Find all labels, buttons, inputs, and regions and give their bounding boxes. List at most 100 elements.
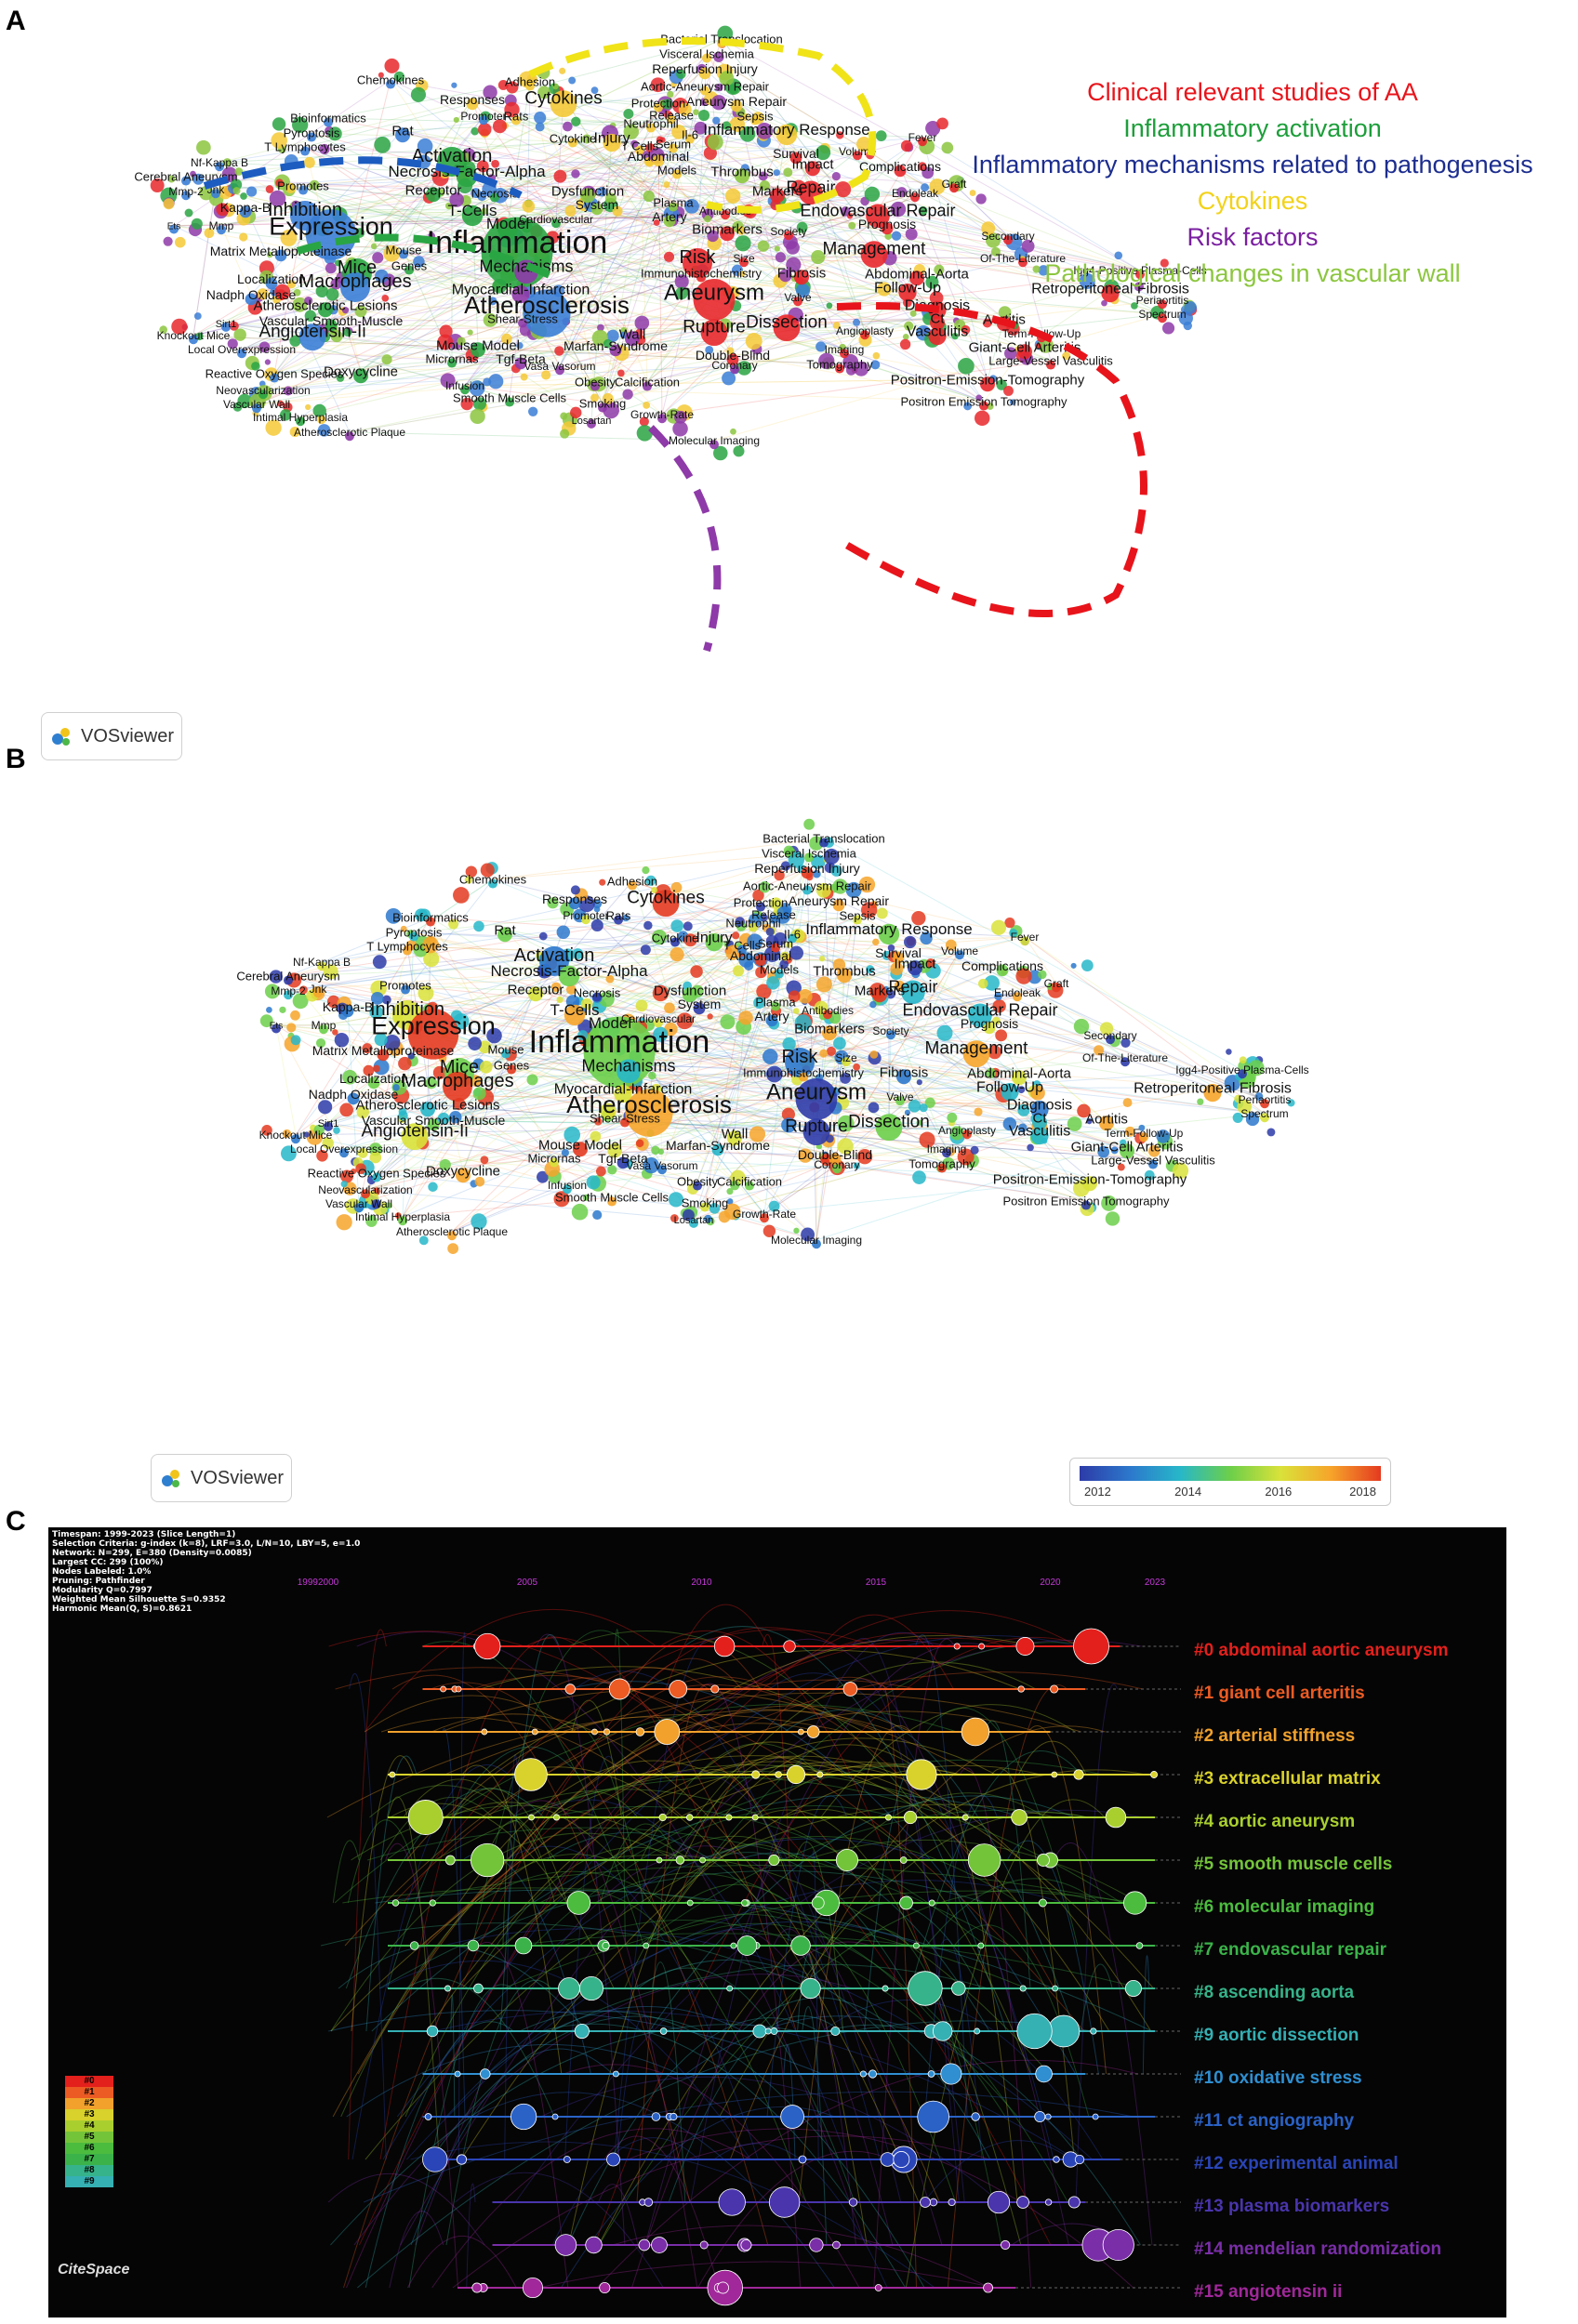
link: [262, 134, 691, 391]
keyword-label: Large-Vessel Vasculitis: [988, 354, 1113, 368]
keyword-node: [384, 1034, 401, 1051]
keyword-label: Graft: [942, 178, 967, 191]
keyword-node: [325, 287, 339, 301]
keyword-node: [471, 126, 479, 136]
keyword-node: [565, 984, 577, 995]
link: [773, 914, 961, 952]
keyword-label: Abdominal-Aorta: [967, 1065, 1071, 1081]
citation-arc: [596, 2059, 1138, 2289]
keyword-node: [653, 219, 660, 226]
citation-arc: [511, 1933, 1142, 1989]
keyword-node: [401, 984, 410, 995]
keyword-label: Fibrosis: [777, 265, 827, 281]
link: [922, 137, 1141, 271]
link: [432, 983, 1057, 1121]
cited-reference-node: [1019, 1985, 1027, 1992]
keyword-label: Abdominal-Aorta: [865, 266, 969, 282]
keyword-node: [778, 269, 792, 283]
cited-reference-node: [699, 2240, 709, 2250]
keyword-node: [765, 1014, 778, 1027]
keyword-label: Pyroptosis: [386, 926, 443, 940]
cited-reference-node: [809, 2238, 824, 2252]
link: [432, 922, 754, 1121]
link: [516, 68, 706, 243]
keyword-node: [369, 1005, 383, 1020]
cited-reference-node: [1123, 1891, 1147, 1915]
keyword-label: Mmp-2: [271, 984, 306, 997]
keyword-node: [599, 991, 615, 1008]
keyword-node: [234, 167, 244, 176]
info-line: Harmonic Mean(Q, S)=0.8621: [52, 1604, 192, 1614]
link: [360, 365, 561, 372]
keyword-label: Responses: [440, 92, 505, 107]
citation-arc: [365, 1755, 418, 2032]
keyword-node: [918, 162, 927, 171]
link: [241, 349, 453, 360]
citation-arc: [637, 1967, 855, 2203]
keyword-node: [898, 284, 917, 302]
legend-swatch: #9: [65, 2176, 113, 2187]
keyword-node: [984, 975, 1000, 991]
cited-reference-node: [842, 1682, 858, 1697]
citation-arc: [659, 1630, 960, 2075]
citation-arc: [659, 1845, 943, 2246]
keyword-label: Neovascularization: [318, 1183, 412, 1196]
keyword-node: [486, 1027, 502, 1044]
citation-arc: [450, 1802, 704, 1989]
keyword-node: [881, 222, 894, 235]
keyword-node: [789, 152, 802, 165]
cited-reference-node: [770, 2027, 778, 2035]
link: [665, 896, 1011, 1088]
keyword-node: [312, 403, 326, 418]
keyword-node: [383, 244, 401, 262]
keyword-label: Mouse Model: [538, 1137, 622, 1153]
keyword-label: Mouse: [487, 1043, 524, 1057]
keyword-node: [286, 279, 297, 289]
link: [700, 151, 858, 274]
keyword-node: [479, 115, 488, 125]
link: [432, 937, 676, 1026]
link: [628, 1064, 905, 1073]
link: [494, 134, 691, 194]
cluster-color-legend: #0 #1 #2 #3 #4 #5 #6 #7 #8 #9: [65, 2076, 113, 2187]
link: [836, 1164, 1087, 1202]
keyword-label: Valve: [784, 291, 811, 304]
keyword-node: [735, 917, 745, 927]
keyword-node: [715, 83, 723, 92]
keyword-label: Vasa Vasorum: [627, 1159, 698, 1172]
keyword-node: [870, 360, 881, 370]
keyword-node: [190, 170, 196, 178]
link: [563, 97, 736, 366]
keyword-node: [340, 1169, 354, 1183]
keyword-node: [333, 1127, 340, 1134]
keyword-node: [554, 346, 564, 356]
keyword-node: [853, 915, 862, 925]
keyword-node: [720, 226, 735, 242]
cited-reference-node: [554, 2234, 577, 2256]
keyword-node: [622, 914, 630, 922]
keyword-node: [381, 354, 392, 365]
keyword-node: [269, 190, 286, 207]
link: [596, 204, 789, 232]
keyword-label: Shear-Stress: [590, 1112, 660, 1126]
link: [650, 123, 1141, 271]
keyword-node: [990, 246, 1001, 257]
legend-swatch: #2: [65, 2098, 113, 2109]
keyword-node: [794, 1014, 812, 1032]
link: [432, 838, 825, 1121]
keyword-node: [793, 297, 802, 307]
keyword-label: Tomography: [908, 1157, 975, 1171]
year-label: 19992000: [298, 1578, 339, 1588]
citation-arc: [380, 1717, 683, 1818]
keyword-node: [920, 931, 933, 945]
legend-inflammatory-activation: Inflammatory activation: [1123, 114, 1382, 142]
citation-arc: [768, 1764, 1152, 2032]
keyword-node: [199, 185, 214, 201]
link: [566, 1113, 1266, 1186]
keyword-node: [868, 1102, 880, 1114]
link: [404, 969, 780, 986]
citation-arc: [709, 1852, 908, 1989]
citation-arc: [378, 1869, 987, 1989]
citation-arc: [365, 2021, 514, 2289]
keyword-node: [693, 1002, 706, 1015]
